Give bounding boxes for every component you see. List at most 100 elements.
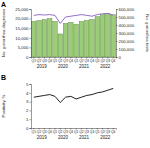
x-tick-label: Q2 (58, 130, 63, 134)
bar (100, 15, 105, 57)
bar (79, 21, 84, 57)
x-axis: Q1Q2Q3Q4Q1Q2Q3Q4Q1Q2Q3Q4Q1Q2Q3Q4 (32, 128, 117, 134)
x-tick-label: Q4 (47, 130, 52, 134)
y-tick-mark (30, 19, 32, 20)
x-tick: Q2 (37, 128, 42, 134)
year-label: 2020 (58, 64, 69, 69)
line (34, 88, 113, 102)
bar (47, 19, 52, 57)
y2-axis-line (117, 10, 118, 58)
x-tick-label: Q4 (111, 130, 116, 134)
bar (32, 21, 37, 57)
y-tick-label: 25,000 (15, 7, 29, 12)
x-tick: Q3 (85, 128, 90, 134)
x-tick-label: Q2 (79, 130, 84, 134)
x-tick: Q1 (74, 128, 79, 134)
x-tick-label: Q3 (42, 59, 47, 63)
bar (53, 21, 58, 57)
y-tick-mark (30, 110, 32, 111)
year-label: 2021 (79, 135, 90, 140)
x-tick: Q4 (47, 57, 52, 63)
y2-tick: 200,000 (116, 39, 135, 44)
y-tick: 0 (26, 126, 31, 131)
y2-tick-mark (116, 25, 118, 26)
y-tick: 5 (26, 82, 31, 87)
x-tick: Q3 (85, 57, 90, 63)
y-tick-mark (30, 47, 32, 48)
x-tick: Q4 (90, 57, 95, 63)
x-tick: Q4 (47, 128, 52, 134)
y-axis-title: No. gonorrhea diagnoses (1, 9, 6, 57)
x-tick: Q4 (111, 57, 116, 63)
year-label: 2020 (58, 135, 69, 140)
y-axis-line (30, 10, 32, 58)
x-tick-label: Q3 (63, 130, 68, 134)
x-tick-label: Q3 (85, 130, 90, 134)
x-tick: Q2 (79, 128, 84, 134)
y2-tick-label: 300,000 (119, 31, 135, 36)
y-tick-label: 0 (26, 126, 29, 131)
y2-tick-label: 500,000 (119, 15, 135, 20)
y2-axis-title: No. gonorrhea tests (145, 14, 150, 52)
x-tick-label: Q4 (69, 130, 74, 134)
plot-area (32, 13, 116, 57)
y2-tick-mark (116, 17, 118, 18)
x-tick-label: Q2 (100, 130, 105, 134)
x-tick-label: Q1 (53, 130, 58, 134)
y-tick-label: 2 (26, 108, 29, 113)
x-tick-label: Q2 (37, 130, 42, 134)
y2-tick-label: 600,000 (119, 7, 135, 12)
x-tick: Q1 (95, 128, 100, 134)
y-tick-label: 5 (26, 82, 29, 87)
x-tick: Q3 (63, 57, 68, 63)
y2-tick: 400,000 (116, 23, 135, 28)
y-tick-mark (30, 102, 32, 103)
y-tick: 2 (26, 108, 31, 113)
x-tick: Q3 (63, 128, 68, 134)
y-tick: 0 (26, 55, 31, 60)
y-axis-title: Positivity, % (1, 94, 6, 117)
y-tick-mark (30, 28, 32, 29)
bar (37, 21, 42, 57)
y-axis: 0 5,000 10,000 15,000 20,000 25,000 (15, 7, 31, 60)
x-tick-label: Q2 (100, 59, 105, 63)
x-tick-label: Q1 (74, 59, 79, 63)
bar (69, 22, 74, 57)
x-axis: Q1Q2Q3Q4Q1Q2Q3Q4Q1Q2Q3Q4Q1Q2Q3Q4 (32, 57, 117, 63)
y2-tick-label: 0 (119, 55, 122, 60)
x-tick: Q2 (58, 57, 63, 63)
y2-tick-mark (116, 9, 118, 10)
year-label: 2021 (79, 64, 90, 69)
y-tick: 5,000 (18, 45, 31, 50)
y2-tick-mark (116, 41, 118, 42)
y-tick-label: 4 (26, 91, 29, 96)
y-tick-mark (30, 119, 32, 120)
x-tick: Q2 (100, 57, 105, 63)
bar (42, 20, 47, 57)
y2-axis: 0100,000200,000300,000400,000500,000600,… (116, 7, 135, 60)
y-tick-label: 1 (26, 117, 29, 122)
y-tick-label: 15,000 (15, 26, 29, 31)
x-tick-label: Q3 (85, 59, 90, 63)
panel-label: A (1, 1, 6, 8)
x-tick-label: Q3 (42, 130, 47, 134)
year-label: 2022 (100, 64, 111, 69)
y-tick: 20,000 (15, 16, 31, 21)
x-tick-label: Q1 (32, 130, 37, 134)
x-tick: Q1 (95, 57, 100, 63)
x-tick-label: Q2 (58, 59, 63, 63)
x-tick-label: Q1 (53, 59, 58, 63)
bar (111, 15, 116, 57)
y2-tick: 0 (116, 55, 122, 60)
panel: 012345Q1Q2Q3Q4Q1Q2Q3Q4Q1Q2Q3Q4Q1Q2Q3Q420… (1, 74, 117, 140)
x-tick: Q3 (106, 128, 111, 134)
panel: 05,00010,00015,00020,00025,0000100,00020… (1, 1, 150, 69)
y2-tick-mark (116, 33, 118, 34)
x-tick: Q2 (100, 128, 105, 134)
x-tick: Q2 (58, 128, 63, 134)
y2-tick: 600,000 (116, 7, 135, 12)
x-tick-label: Q1 (74, 130, 79, 134)
bar (90, 20, 95, 57)
x-tick: Q1 (32, 128, 37, 134)
y-tick: 10,000 (15, 36, 31, 41)
